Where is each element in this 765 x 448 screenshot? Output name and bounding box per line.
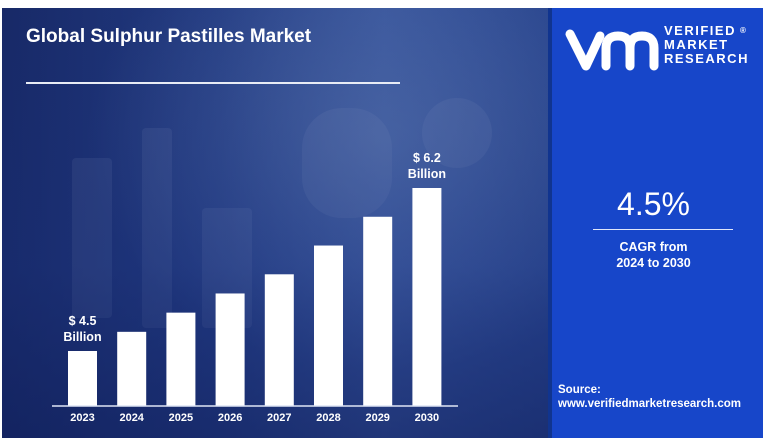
brand-line-2: MARKET <box>664 37 729 52</box>
bar-2025 <box>166 312 196 406</box>
data-label-2030: Billion <box>408 167 446 181</box>
x-tick-label: 2024 <box>119 412 144 424</box>
bar-2023 <box>68 351 97 406</box>
cagr-label: CAGR from 2024 to 2030 <box>546 239 761 271</box>
bar-2030 <box>412 188 442 406</box>
x-tick-label: 2030 <box>415 412 439 424</box>
cagr-divider <box>593 229 733 230</box>
registered-mark: ® <box>739 26 748 35</box>
source-note: Source: www.verifiedmarketresearch.com <box>558 383 741 411</box>
data-label-2030: $ 6.2 <box>413 151 441 165</box>
title-divider <box>26 82 400 84</box>
bar-2026 <box>215 293 245 406</box>
vm-logo-mark <box>565 29 659 71</box>
infographic-frame <box>2 8 763 438</box>
brand-line-3: RESEARCH <box>664 51 749 66</box>
data-label-2023: $ 4.5 <box>69 314 97 328</box>
cagr-value: 4.5% <box>617 186 690 222</box>
bar-chart: 2023 2024 2025 2026 2027 2028 2029 2030 $ 4.5 Bil… <box>52 151 458 424</box>
data-label-2023: Billion <box>63 330 101 344</box>
bar-2028 <box>314 245 343 406</box>
chart-title: Global Sulphur Pastilles Market <box>26 26 312 47</box>
x-tick-label: 2023 <box>70 412 94 424</box>
source-label: Source: <box>558 384 601 396</box>
source-url[interactable]: www.verifiedmarketresearch.com <box>558 398 742 410</box>
brand-line-1: VERIFIED <box>664 23 736 38</box>
bar-2029 <box>363 216 393 406</box>
summary-panel <box>548 8 763 438</box>
x-tick-label: 2029 <box>365 412 389 424</box>
vmr-logo <box>565 29 659 71</box>
x-tick-label: 2027 <box>267 412 291 424</box>
cagr-label-line-1: CAGR from <box>619 240 688 254</box>
x-tick-label: 2026 <box>218 412 242 424</box>
x-tick-label: 2025 <box>169 412 193 424</box>
bar-2024 <box>117 331 147 406</box>
x-tick-label: 2028 <box>316 412 340 424</box>
brand-wordmark: VERIFIED ® MARKET RESEARCH <box>664 24 749 66</box>
cagr-label-line-2: 2024 to 2030 <box>616 256 691 270</box>
bar-2027 <box>264 274 294 406</box>
